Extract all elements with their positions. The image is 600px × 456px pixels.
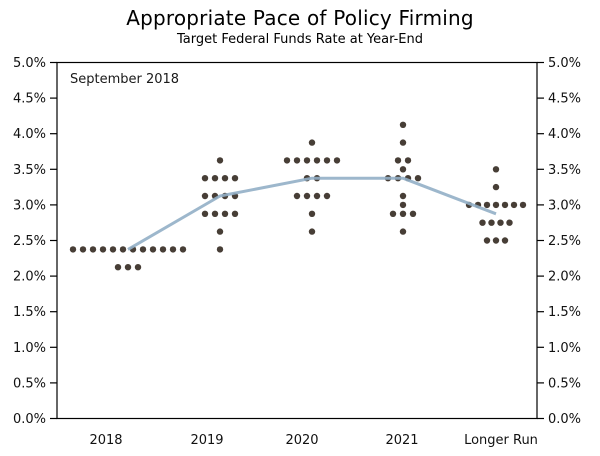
- dot: [221, 175, 229, 182]
- y-tick-label-right: 0.5%: [548, 376, 581, 391]
- dot: [211, 175, 219, 182]
- dot: [79, 246, 87, 253]
- dot: [293, 157, 301, 164]
- dot: [216, 228, 224, 235]
- dot: [231, 210, 239, 217]
- dot: [89, 246, 97, 253]
- dot: [389, 210, 397, 217]
- y-tick-label-right: 4.0%: [548, 127, 581, 142]
- dot: [124, 264, 132, 271]
- dot: [303, 157, 311, 164]
- dot: [114, 264, 122, 271]
- chart-title: Appropriate Pace of Policy Firming: [126, 6, 474, 30]
- dot: [231, 175, 239, 182]
- y-tick-label-right: 0.0%: [548, 412, 581, 427]
- y-tick-label-left: 0.5%: [13, 376, 46, 391]
- dot: [483, 237, 491, 244]
- dot: [293, 192, 301, 200]
- dot: [488, 219, 495, 226]
- y-tick-label-right: 2.0%: [548, 270, 581, 285]
- dot: [134, 264, 142, 271]
- dot: [119, 246, 127, 253]
- dot: [333, 157, 341, 164]
- dot: [399, 201, 407, 209]
- y-tick-label-right: 3.0%: [548, 198, 581, 213]
- dot: [497, 219, 504, 226]
- dot: [313, 157, 321, 164]
- y-tick-label-left: 3.5%: [13, 163, 46, 178]
- dot: [399, 139, 407, 146]
- dot: [404, 157, 412, 164]
- x-axis-label: 2019: [190, 433, 223, 448]
- y-tick-label-left: 5.0%: [13, 56, 46, 71]
- dot: [510, 201, 518, 209]
- dot: [399, 228, 407, 235]
- y-tick-label-left: 4.5%: [13, 92, 46, 107]
- dot: [323, 192, 331, 200]
- dot: [169, 246, 177, 253]
- dot: [506, 219, 513, 226]
- x-axis-label: 2020: [285, 433, 318, 448]
- y-tick-label-right: 1.0%: [548, 341, 581, 356]
- dot: [479, 219, 486, 226]
- y-tick-label-left: 3.0%: [13, 198, 46, 213]
- chart-subtitle: Target Federal Funds Rate at Year-End: [176, 32, 424, 47]
- dot: [409, 210, 417, 217]
- dot: [303, 192, 311, 200]
- y-tick-label-right: 5.0%: [548, 56, 581, 71]
- dot: [283, 157, 291, 164]
- median-line: [127, 176, 497, 251]
- dot: [201, 192, 209, 200]
- dot: [216, 157, 224, 164]
- dot: [221, 210, 229, 217]
- dot: [308, 210, 316, 217]
- dot: [313, 192, 321, 200]
- plot-border: [56, 61, 538, 420]
- date-annotation: September 2018: [70, 72, 180, 87]
- dot: [492, 201, 500, 209]
- y-tick-label-right: 1.5%: [548, 305, 581, 320]
- dot: [159, 246, 167, 253]
- y-tick-label-left: 2.5%: [13, 234, 46, 249]
- dot: [492, 237, 500, 244]
- dot: [399, 166, 407, 173]
- y-tick-label-left: 0.0%: [13, 412, 46, 427]
- x-axis-label: 2018: [89, 433, 122, 448]
- dot: [394, 157, 402, 164]
- dot: [99, 246, 107, 253]
- y-tick-label-left: 1.5%: [13, 305, 46, 320]
- dot: [139, 246, 147, 253]
- dot: [492, 166, 500, 173]
- dot: [399, 210, 407, 217]
- dot: [308, 228, 316, 235]
- dot: [501, 201, 509, 209]
- dot: [501, 237, 509, 244]
- dot: [483, 201, 491, 209]
- y-tick-label-left: 4.0%: [13, 127, 46, 142]
- dot: [399, 121, 407, 128]
- dot: [308, 139, 316, 146]
- dot: [201, 175, 209, 182]
- y-tick-label-left: 2.0%: [13, 270, 46, 285]
- x-axis-label: 2021: [385, 433, 418, 448]
- dot: [179, 246, 187, 253]
- dot: [211, 210, 219, 217]
- dot: [69, 246, 77, 253]
- dot: [492, 183, 500, 191]
- dot: [201, 210, 209, 217]
- dot: [414, 175, 422, 182]
- y-tick-label-right: 3.5%: [548, 163, 581, 178]
- dot: [399, 192, 407, 200]
- dot: [216, 246, 224, 253]
- y-tick-label-left: 1.0%: [13, 341, 46, 356]
- dot: [519, 201, 527, 209]
- dot: [149, 246, 157, 253]
- dot: [323, 157, 331, 164]
- dot: [109, 246, 117, 253]
- y-tick-label-right: 2.5%: [548, 234, 581, 249]
- x-axis-label: Longer Run: [464, 433, 538, 448]
- y-tick-label-right: 4.5%: [548, 92, 581, 107]
